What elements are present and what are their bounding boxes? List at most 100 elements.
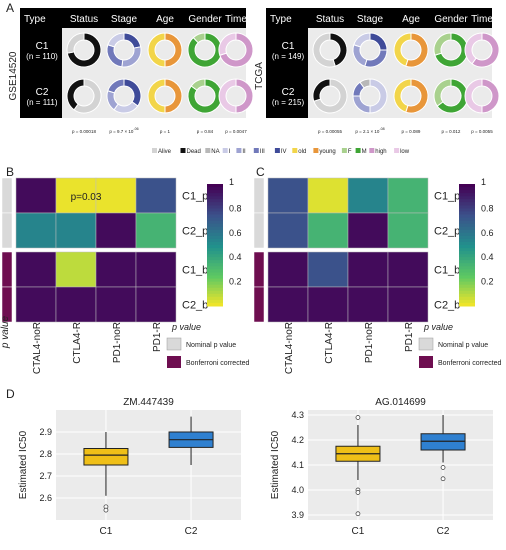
outlier [355, 490, 361, 495]
colorbar-step [459, 223, 475, 228]
heat-cell-C1_b-CTAL4-noR [15, 251, 57, 288]
col-label-CTAL4-noR: CTAL4-noR [32, 322, 43, 374]
colorbar-step [459, 229, 475, 234]
colorbar-step [459, 293, 475, 298]
donut-C1-4 [464, 32, 500, 68]
heat-cell-C1_p-PD1-R [135, 177, 177, 214]
colorbar-tick: 0.4 [229, 252, 242, 262]
group-n-C1: (n = 149) [272, 52, 305, 61]
legend-label-Alive: Alive [158, 149, 172, 155]
row-label-C2_p: C2_p [434, 226, 460, 238]
legend-swatch-Alive [152, 148, 157, 153]
colorbar-tick: 0.8 [229, 203, 242, 213]
heat-cell-C1_b-CTLA4-R [55, 251, 97, 288]
donut-C1-0 [312, 32, 348, 68]
legend-label-high: high [375, 149, 386, 155]
row-label-C1_p: C1_p [434, 191, 460, 203]
donut-slice-F [192, 32, 206, 44]
cell-annotation: p=0.03 [71, 192, 102, 203]
col-label-PD1-R: PD1-R [152, 322, 163, 352]
colorbar-step [459, 184, 475, 188]
col-label-CTLA4-R: CTLA4-R [72, 322, 83, 364]
colorbar-step [459, 245, 475, 249]
legend-swatch-low [394, 148, 400, 153]
colorbar-step [459, 190, 475, 194]
donut-C1-1 [352, 32, 388, 68]
row-annotation [253, 177, 265, 214]
donut-slice-low [464, 78, 483, 114]
donut-slice-F [433, 32, 452, 56]
boxplot-ZM.447439: 2.6 2.7 2.8 2.9 C1 C2 ZM.447439 Estimated IC50 [18, 397, 241, 537]
outlier [440, 476, 446, 482]
x-tick-label-C1: C1 [100, 526, 113, 537]
colorbar-step [207, 193, 223, 197]
donut-C1-4 [218, 32, 254, 68]
donut-slice-old [147, 32, 166, 68]
group-label-C2: C2 [282, 87, 295, 98]
legend-swatch-NA [205, 148, 211, 153]
colorbar-step [207, 260, 223, 264]
donut-C2-4 [464, 78, 500, 114]
heat-cell-C1_p-PD1-R [387, 177, 429, 214]
colorbar-step [459, 202, 475, 206]
heat-cell-C2_p-PD1-noR [347, 212, 389, 249]
donut-C1-0 [66, 32, 102, 68]
legend-swatch-I [222, 148, 228, 153]
colorbar-step [207, 245, 223, 249]
outlier [355, 415, 361, 420]
colorbar-step [459, 199, 475, 203]
colorbar-step [459, 232, 475, 237]
colorbar-tick: 0.6 [229, 228, 242, 238]
group-label-C1: C1 [282, 41, 295, 52]
p-value: p = 0.0047 [225, 129, 247, 134]
row-annotation [253, 212, 265, 249]
colorbar-step [459, 266, 475, 270]
colorbar-step [207, 217, 223, 222]
legend-swatch-high [369, 148, 375, 153]
outlier [440, 465, 446, 470]
y-tick-label: 4.3 [291, 410, 304, 420]
colorbar-step [459, 220, 475, 225]
colorbar-step [207, 235, 223, 240]
donut-slice-F [190, 78, 206, 91]
group-n-C2: (n = 111) [26, 98, 57, 107]
header-time: Time [225, 14, 247, 25]
row-label-C2_b: C2_b [182, 300, 208, 312]
heat-cell-C2_b-CTLA4-R [55, 286, 97, 323]
legend-swatch-Dead [180, 148, 186, 153]
group-n-C2: (n = 215) [272, 98, 305, 107]
legend-swatch-nominal [166, 337, 182, 351]
donut-slice-Dead [66, 32, 102, 68]
colorbar-step [207, 254, 223, 258]
box-C2 [420, 433, 466, 451]
donut-C2-2 [393, 78, 429, 114]
header-stage: Stage [111, 14, 138, 25]
heat-cell-C2_p-PD1-noR [95, 212, 137, 249]
heat-cell-C1_b-CTLA4-R [307, 251, 349, 288]
colorbar-step [207, 251, 223, 255]
panel-label-D: D [6, 387, 15, 401]
col-label-PD1-R: PD1-R [404, 322, 415, 352]
donut-slice-old [393, 78, 412, 113]
colorbar-step [459, 187, 475, 191]
y-tick-label: 4.1 [291, 460, 304, 470]
colorbar-step [459, 217, 475, 222]
panel-label-B: B [6, 165, 14, 179]
p-value: p = 0.84 [197, 129, 214, 134]
legend-bonferroni: Bonferroni corrected [438, 360, 502, 367]
heat-cell-C1_p-CTAL4-noR [15, 177, 57, 214]
heat-cell-C1_b-CTAL4-noR [267, 251, 309, 288]
heat-cell-C1_b-PD1-noR [95, 251, 137, 288]
heat-cell-C2_p-PD1-R [135, 212, 177, 249]
type-column [20, 28, 62, 118]
heat-cell-C2_b-PD1-noR [347, 286, 389, 323]
dataset-label: TCGA [254, 62, 265, 90]
header-status: Status [70, 14, 98, 25]
colorbar-step [459, 302, 475, 307]
heat-cell-C1_p-CTLA4-R [307, 177, 349, 214]
colorbar-step [207, 299, 223, 304]
colorbar-step [207, 211, 223, 215]
row-annotation [1, 177, 13, 214]
donut-slice-I [353, 32, 371, 48]
donut-C2-0 [312, 78, 348, 114]
